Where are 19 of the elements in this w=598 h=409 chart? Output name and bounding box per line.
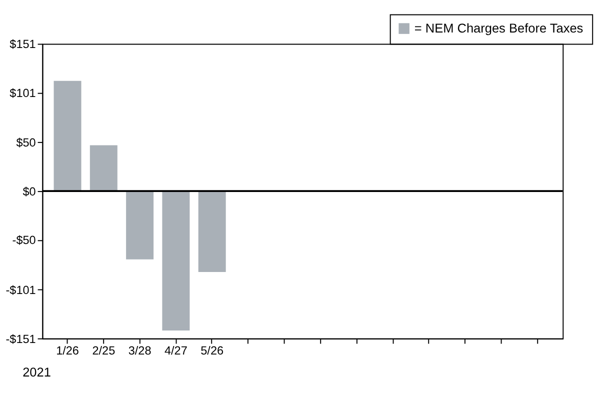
y-tick-label: $0 [22, 185, 36, 198]
y-tick-label: -$50 [12, 234, 36, 248]
x-tick-label: 4/27 [164, 344, 188, 358]
bar [126, 191, 154, 260]
y-tick-label: $101 [10, 86, 36, 100]
x-tick-label: 3/28 [128, 344, 152, 358]
bar [198, 191, 226, 272]
y-tick-label: -$151 [6, 332, 36, 346]
x-tick-label: 1/26 [56, 344, 80, 358]
bar [54, 80, 82, 192]
bar [162, 191, 190, 331]
legend-label: = NEM Charges Before Taxes [414, 20, 584, 36]
y-tick-label: $50 [16, 136, 36, 150]
y-tick-label: $151 [10, 38, 36, 52]
text: 2021 [22, 364, 51, 380]
bar [90, 145, 118, 192]
x-tick-label: 5/26 [200, 344, 224, 358]
x-tick-label: 2/25 [92, 344, 116, 358]
y-tick-label: -$101 [6, 284, 36, 297]
